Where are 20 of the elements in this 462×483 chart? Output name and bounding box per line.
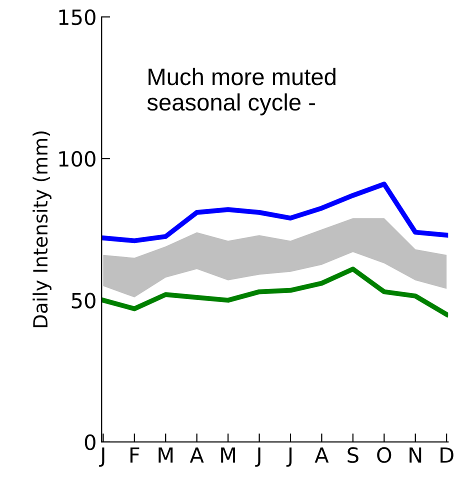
x-tick-label: N bbox=[410, 447, 422, 463]
x-tick-label: J bbox=[255, 447, 260, 467]
y-tick-label: 50 bbox=[72, 292, 96, 308]
x-tick-label: S bbox=[348, 447, 358, 463]
x-tick-label: J bbox=[286, 447, 292, 467]
x-tick-label: M bbox=[158, 447, 173, 463]
annotation: Much more muted seasonal cycle - bbox=[147, 68, 336, 116]
y-tick-label: 100 bbox=[59, 151, 96, 167]
x-tick-label: D bbox=[440, 447, 454, 463]
line-series bbox=[102, 182, 448, 244]
y-tick-label: 0 bbox=[84, 434, 96, 450]
x-tick-label: A bbox=[190, 447, 204, 463]
y-tick-label: 150 bbox=[59, 9, 96, 26]
x-tick-label: M bbox=[221, 447, 236, 463]
x-tick-label: O bbox=[377, 447, 392, 463]
x-tick-label: F bbox=[130, 447, 140, 463]
x-tick-label: J bbox=[99, 447, 104, 467]
x-tick-label: A bbox=[314, 447, 329, 463]
y-axis-title: Daily Intensity (mm) bbox=[32, 131, 52, 328]
line-series bbox=[102, 266, 448, 317]
